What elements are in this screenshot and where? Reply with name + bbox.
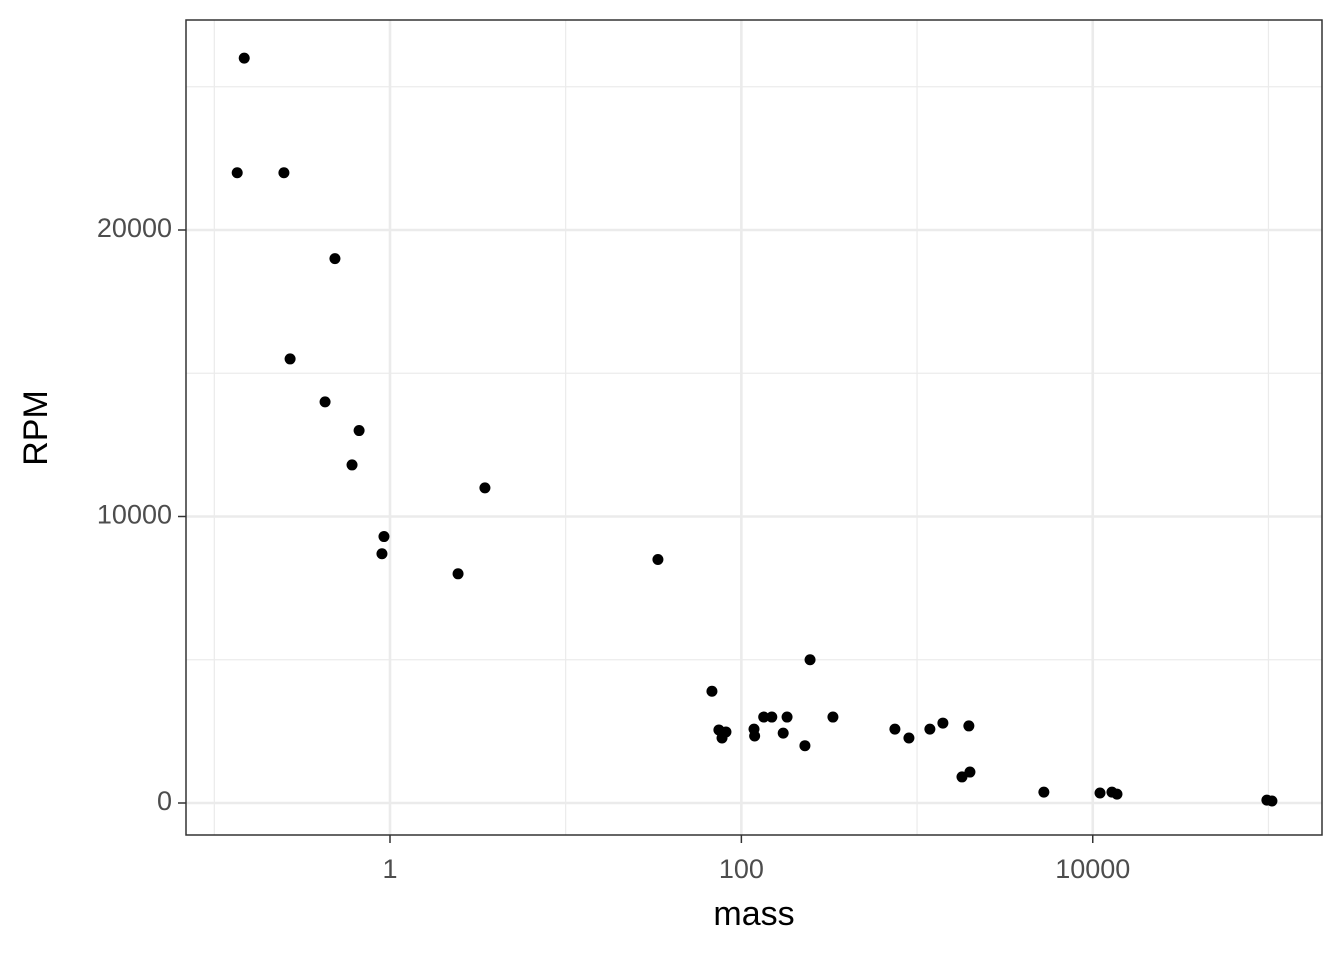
point (889, 723, 901, 735)
point (329, 253, 341, 265)
panel-border (185, 19, 1323, 836)
y-tick-label: 20000 (97, 213, 172, 243)
x-tick-label: 10000 (1055, 854, 1130, 884)
point (452, 568, 464, 580)
point (749, 730, 761, 742)
point (284, 353, 296, 365)
point (376, 548, 388, 560)
point (231, 167, 243, 179)
point (1094, 787, 1106, 799)
point (937, 717, 949, 729)
point (378, 531, 390, 543)
point (319, 396, 331, 408)
point (758, 711, 770, 723)
point (781, 711, 793, 723)
point (799, 740, 811, 752)
point (1111, 788, 1123, 800)
y-tick-label: 10000 (97, 500, 172, 530)
marks (231, 52, 1278, 807)
point (827, 711, 839, 723)
point (278, 167, 290, 179)
point (963, 720, 975, 732)
x-tick-label: 1 (382, 854, 397, 884)
point (903, 732, 915, 744)
point (706, 685, 718, 697)
point (353, 425, 365, 437)
point (766, 711, 778, 723)
point (238, 52, 250, 64)
point (716, 732, 728, 744)
y-axis-title: RPM (17, 390, 55, 466)
point (804, 654, 816, 666)
y-tick-label: 0 (157, 786, 172, 816)
point (956, 771, 968, 783)
point (652, 553, 664, 565)
x-tick-label: 100 (719, 854, 764, 884)
point (964, 766, 976, 778)
point (1266, 795, 1278, 807)
point (346, 459, 358, 471)
x-axis-title: mass (713, 895, 794, 933)
point (777, 727, 789, 739)
point (479, 482, 491, 494)
point (924, 723, 936, 735)
grid (186, 20, 1322, 835)
point (1038, 786, 1050, 798)
